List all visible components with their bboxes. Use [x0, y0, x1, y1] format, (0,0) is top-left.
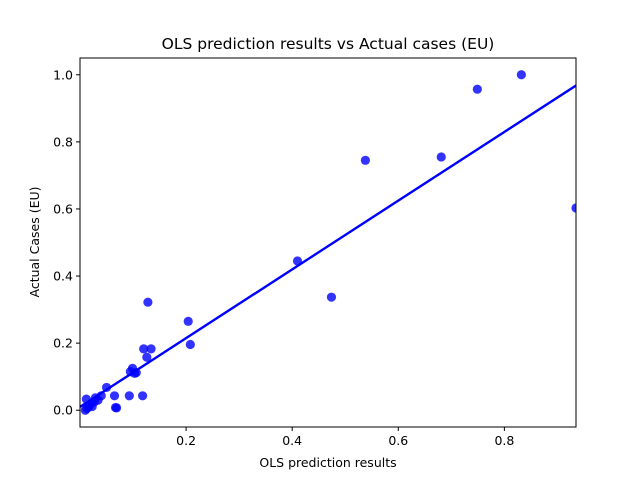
- data-point-20: [138, 391, 148, 401]
- y-axis-label: Actual Cases (EU): [27, 186, 42, 297]
- axes-frame: [79, 57, 577, 428]
- data-point-11: [101, 382, 112, 393]
- data-point-28: [326, 292, 337, 302]
- scatter-points: [80, 70, 576, 415]
- axis-ticks: 0.2 0.4 0.6 0.8 0.0 0.2 0.4 0.6 0.8 1.0: [53, 67, 514, 448]
- data-point-25: [183, 316, 193, 326]
- chart-title: OLS prediction results vs Actual cases (…: [162, 35, 495, 53]
- data-point-15: [124, 391, 134, 401]
- x-tick-label: 0.6: [388, 433, 408, 448]
- x-tick-label: 0.2: [176, 433, 196, 448]
- data-point-24: [146, 344, 156, 354]
- data-point-26: [185, 339, 195, 350]
- y-tick-label: 0.8: [53, 134, 73, 149]
- x-axis-label: OLS prediction results: [259, 455, 396, 470]
- y-tick-label: 0.4: [53, 269, 73, 284]
- plot-area: [80, 70, 576, 415]
- data-point-29: [360, 155, 370, 165]
- data-point-12: [109, 391, 120, 401]
- x-tick-label: 0.4: [282, 433, 302, 448]
- data-point-32: [516, 70, 526, 80]
- x-tick-label: 0.8: [494, 433, 514, 448]
- data-point-31: [472, 84, 482, 94]
- data-point-22: [142, 352, 152, 362]
- data-point-33: [571, 203, 576, 213]
- y-tick-label: 0.6: [53, 201, 73, 216]
- data-point-21: [139, 344, 149, 354]
- y-tick-label: 0.2: [53, 336, 73, 351]
- y-tick-label: 1.0: [53, 67, 73, 82]
- data-point-23: [143, 297, 153, 307]
- data-point-30: [436, 152, 446, 162]
- y-tick-label: 0.0: [53, 403, 73, 418]
- data-point-14: [112, 403, 122, 413]
- regression-fit-line: [80, 84, 576, 408]
